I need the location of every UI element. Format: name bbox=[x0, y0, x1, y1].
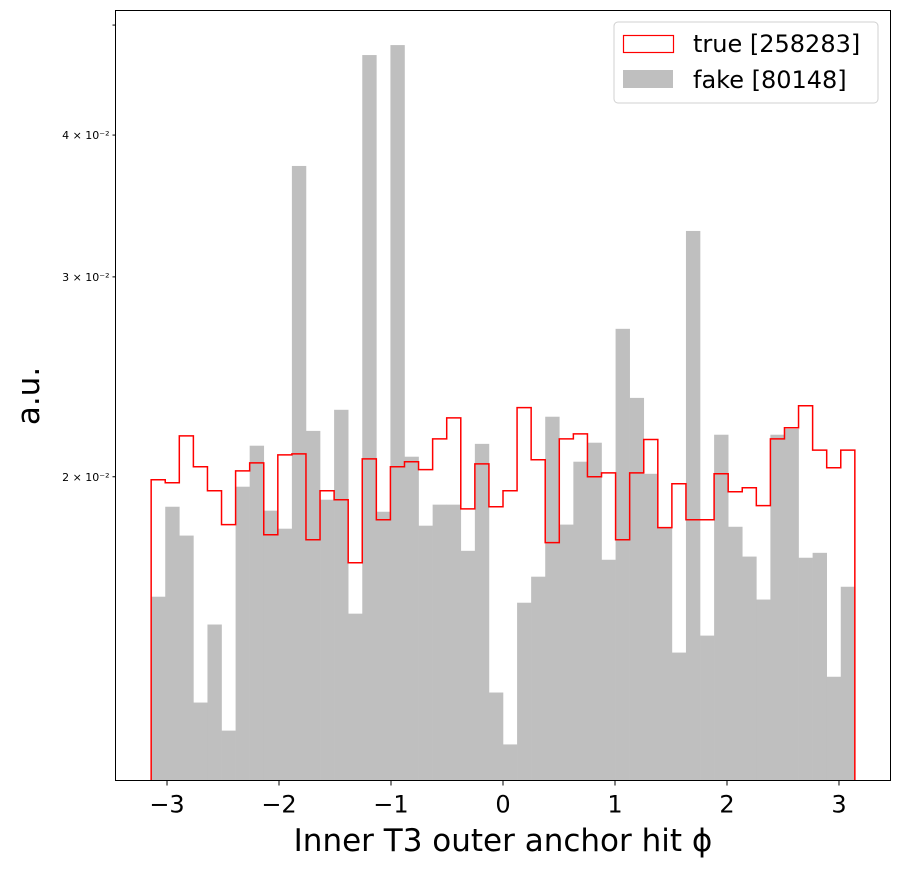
legend-true-swatch bbox=[622, 34, 675, 54]
fake-bar bbox=[714, 434, 729, 781]
fake-bar bbox=[545, 416, 560, 781]
true-series-step-line bbox=[150, 404, 856, 781]
legend: true [258283] fake [80148] bbox=[613, 21, 879, 104]
fake-bar bbox=[685, 230, 701, 781]
fake-bar bbox=[840, 586, 856, 781]
fake-bar bbox=[770, 434, 785, 781]
fake-bar bbox=[517, 602, 532, 781]
y-axis-ticks: 2 × 10⁻² 3 × 10⁻² 4 × 10⁻² bbox=[62, 24, 116, 484]
fake-bar bbox=[460, 550, 476, 781]
fake-bar bbox=[587, 442, 602, 781]
x-tick-label: 2 bbox=[719, 791, 734, 819]
fake-bar bbox=[474, 443, 490, 781]
fake-bar bbox=[601, 559, 616, 781]
x-tick-label: −1 bbox=[373, 791, 408, 819]
fake-bar bbox=[615, 328, 630, 781]
x-tick-label: −3 bbox=[149, 791, 184, 819]
fake-bar bbox=[657, 527, 673, 781]
fake-bar bbox=[671, 652, 687, 781]
y-tick-label: 4 × 10⁻² bbox=[62, 129, 109, 142]
x-tick-label: 3 bbox=[831, 791, 846, 819]
fake-bar bbox=[784, 428, 799, 781]
fake-bar bbox=[503, 744, 518, 781]
fake-bar bbox=[151, 596, 166, 781]
fake-bar bbox=[277, 528, 293, 781]
fake-bar bbox=[348, 613, 363, 781]
fake-bar bbox=[404, 456, 419, 781]
fake-bar bbox=[179, 535, 194, 781]
fake-bar bbox=[531, 576, 546, 781]
fake-bar bbox=[263, 510, 279, 781]
legend-fake-label: fake [80148] bbox=[693, 66, 847, 94]
fake-bar bbox=[418, 525, 433, 781]
fake-bar bbox=[362, 55, 377, 781]
fake-bar bbox=[193, 702, 208, 781]
fake-bar bbox=[165, 506, 180, 781]
fake-bar bbox=[798, 557, 813, 781]
x-tick-label: 1 bbox=[607, 791, 622, 819]
fake-bar bbox=[700, 635, 715, 781]
fake-bar bbox=[390, 45, 405, 781]
fake-bar bbox=[207, 624, 222, 781]
fake-bar bbox=[742, 556, 757, 781]
fake-bar bbox=[573, 461, 588, 781]
fake-bar bbox=[291, 165, 307, 781]
legend-box bbox=[613, 21, 879, 104]
fake-bar bbox=[235, 486, 250, 781]
fake-bar bbox=[629, 397, 645, 781]
fake-bar bbox=[446, 504, 462, 781]
fake-bar bbox=[249, 445, 265, 781]
fake-bar bbox=[559, 524, 574, 781]
fake-bar bbox=[305, 430, 321, 781]
x-axis-label: Inner T3 outer anchor hit ϕ bbox=[294, 823, 713, 859]
x-axis-ticks: −3 −2 −1 0 1 2 3 bbox=[149, 780, 847, 819]
fake-bar bbox=[643, 473, 659, 781]
fake-bar bbox=[812, 552, 827, 781]
fake-bar bbox=[320, 499, 335, 781]
y-axis-label: a.u. bbox=[11, 367, 47, 425]
fake-series-bars bbox=[151, 45, 856, 781]
y-tick-label: 2 × 10⁻² bbox=[62, 471, 109, 484]
fake-bar bbox=[756, 599, 771, 781]
fake-bar bbox=[826, 676, 842, 781]
fake-bar bbox=[221, 730, 236, 781]
fake-bar bbox=[334, 409, 349, 781]
x-tick-label: 0 bbox=[495, 791, 510, 819]
legend-true-label: true [258283] bbox=[693, 30, 860, 58]
fake-bar bbox=[488, 692, 504, 781]
fake-bar bbox=[376, 511, 391, 781]
x-tick-label: −2 bbox=[261, 791, 296, 819]
legend-fake-swatch bbox=[623, 70, 673, 88]
y-tick-label: 3 × 10⁻² bbox=[62, 271, 109, 284]
fake-bar bbox=[432, 504, 448, 781]
fake-bar bbox=[728, 526, 743, 781]
